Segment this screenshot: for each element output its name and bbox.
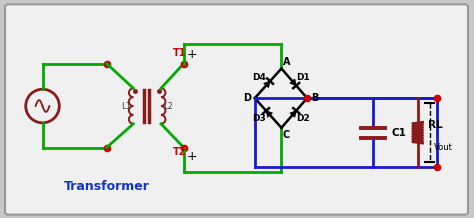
- Text: D4: D4: [252, 73, 266, 82]
- Text: +: +: [186, 48, 197, 61]
- Text: T1: T1: [173, 48, 186, 58]
- Polygon shape: [290, 79, 296, 86]
- Text: B: B: [311, 93, 319, 103]
- Text: T2: T2: [173, 147, 186, 157]
- Polygon shape: [290, 111, 296, 117]
- Text: RL: RL: [428, 120, 442, 130]
- Text: +: +: [186, 150, 197, 163]
- Polygon shape: [264, 81, 270, 88]
- Text: D1: D1: [296, 73, 310, 82]
- Text: D: D: [243, 93, 251, 103]
- Text: L1: L1: [121, 102, 131, 111]
- FancyBboxPatch shape: [5, 4, 468, 215]
- Text: L2: L2: [163, 102, 173, 111]
- Text: C: C: [283, 130, 290, 140]
- Text: Vout: Vout: [433, 143, 452, 152]
- Text: Transformer: Transformer: [64, 181, 150, 194]
- Text: A: A: [283, 57, 290, 67]
- Text: C1: C1: [391, 128, 406, 138]
- Text: D2: D2: [296, 114, 310, 123]
- Polygon shape: [266, 111, 273, 117]
- Text: D3: D3: [252, 114, 266, 123]
